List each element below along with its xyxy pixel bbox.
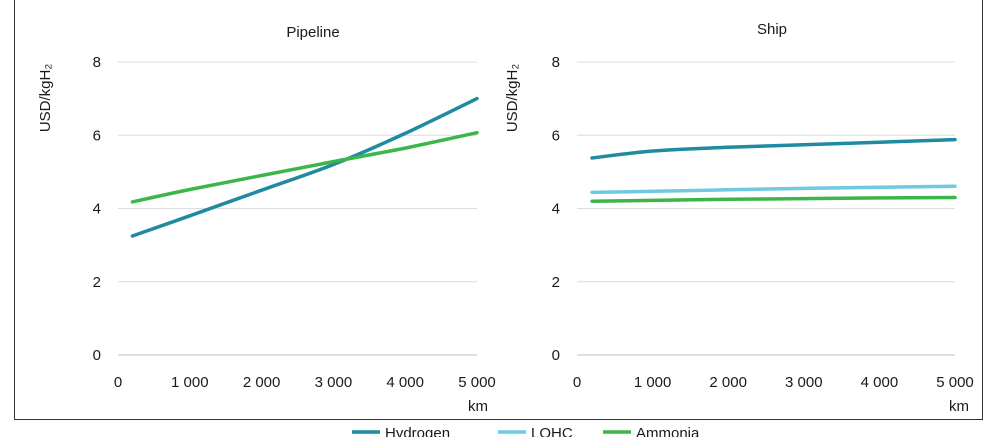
legend: Hydrogen LOHC Ammonia (352, 425, 700, 437)
x-axis-label: km (949, 398, 969, 415)
x-axis-label: km (468, 398, 488, 415)
y-tick-label: 2 (93, 274, 101, 291)
series-lines (590, 137, 957, 203)
series-lines (130, 96, 479, 238)
panel-title: Ship (757, 21, 787, 38)
x-tick-label: 4 000 (386, 374, 424, 391)
series-line-ammonia (590, 195, 957, 203)
panel-ship: Ship USD/kgH₂ km 0 2 4 6 8 0 1 000 2 000 3 000 4 … (504, 21, 974, 415)
gridlines (118, 61, 477, 356)
x-tick-label: 1 000 (634, 374, 672, 391)
y-tick-label: 8 (93, 54, 101, 71)
series-line-hydrogen (130, 96, 479, 238)
x-tick-label: 5 000 (936, 374, 974, 391)
series-line-hydrogen (590, 137, 957, 160)
x-tick-label: 4 000 (861, 374, 899, 391)
tick-labels: 0 2 4 6 8 0 1 000 2 000 3 000 4 000 5 000 (552, 54, 974, 391)
x-tick-label: 0 (114, 374, 122, 391)
y-tick-label: 4 (93, 201, 101, 218)
y-tick-label: 4 (552, 201, 560, 218)
x-tick-label: 3 000 (315, 374, 353, 391)
panel-title: Pipeline (286, 24, 339, 41)
legend-label: Ammonia (636, 425, 700, 437)
legend-label: LOHC (531, 425, 573, 437)
gridlines (577, 61, 955, 356)
series-line-ammonia (130, 130, 479, 204)
y-tick-label: 2 (552, 274, 560, 291)
x-tick-label: 2 000 (709, 374, 747, 391)
x-tick-label: 5 000 (458, 374, 496, 391)
tick-labels: 0 2 4 6 8 0 1 000 2 000 3 000 4 000 5 000 (93, 54, 496, 391)
y-axis-label: USD/kgH₂ (37, 64, 54, 133)
y-tick-label: 6 (552, 127, 560, 144)
y-tick-label: 6 (93, 127, 101, 144)
y-axis-label: USD/kgH₂ (504, 64, 521, 133)
y-tick-label: 0 (93, 347, 101, 364)
panel-pipeline: Pipeline USD/kgH₂ km 0 2 4 6 8 0 1 000 2 000 3 0… (37, 24, 496, 415)
x-tick-label: 1 000 (171, 374, 209, 391)
y-tick-label: 8 (552, 54, 560, 71)
x-tick-label: 2 000 (243, 374, 281, 391)
x-tick-label: 3 000 (785, 374, 823, 391)
series-line-lohc (590, 184, 957, 195)
legend-label: Hydrogen (385, 425, 450, 437)
y-tick-label: 0 (552, 347, 560, 364)
x-tick-label: 0 (573, 374, 581, 391)
